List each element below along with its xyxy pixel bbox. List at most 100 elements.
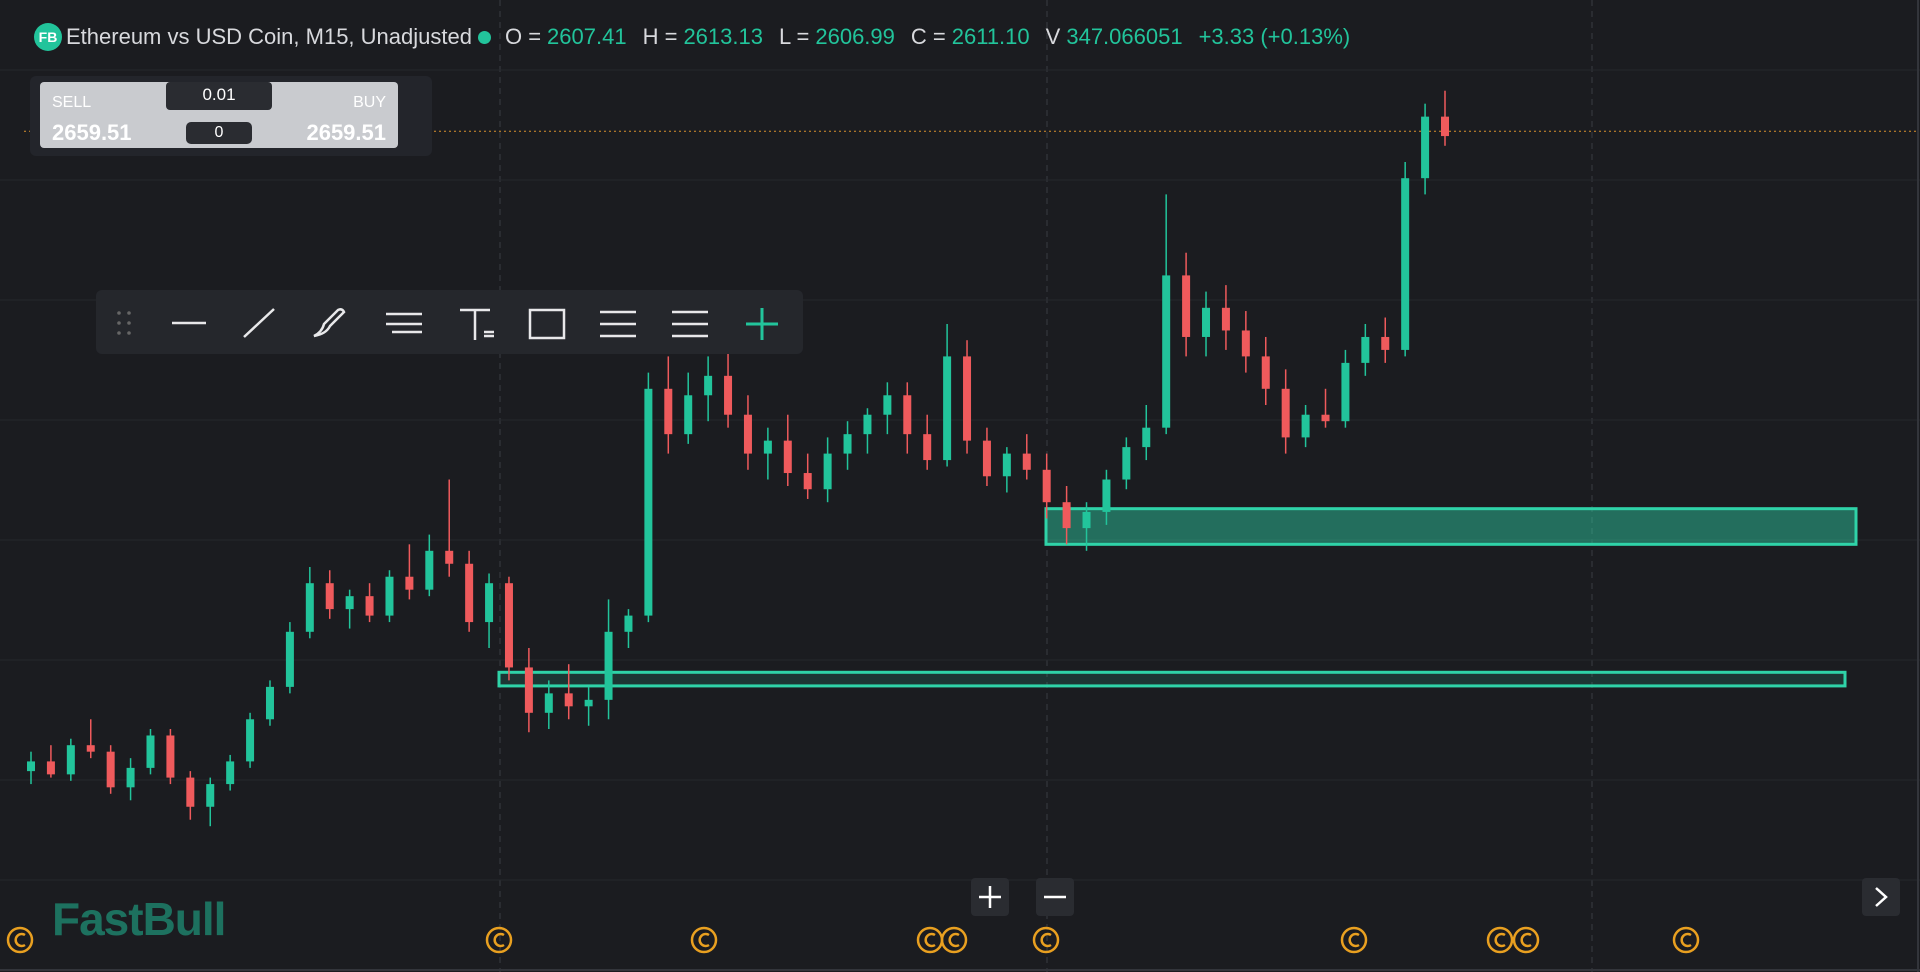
event-marker-glyph bbox=[1040, 932, 1052, 948]
candle-body bbox=[863, 414, 872, 435]
drag-dot bbox=[127, 321, 131, 325]
candle-body bbox=[823, 453, 832, 490]
candle-body bbox=[186, 777, 195, 807]
candle-body bbox=[46, 761, 55, 775]
zone bbox=[497, 670, 1847, 688]
event-marker[interactable] bbox=[1340, 926, 1368, 954]
crosshair-tool[interactable] bbox=[746, 308, 778, 340]
ohlc-value: 347.066051 bbox=[1066, 24, 1183, 49]
position: 0 bbox=[186, 122, 252, 144]
event-marker[interactable] bbox=[1032, 926, 1060, 954]
candle-body bbox=[1162, 275, 1171, 428]
candle-body bbox=[743, 414, 752, 454]
event-marker[interactable] bbox=[690, 926, 718, 954]
candle-body bbox=[564, 693, 573, 707]
ohlc-label: H = bbox=[642, 24, 678, 49]
candle-body bbox=[345, 596, 354, 610]
candle-body bbox=[385, 576, 394, 616]
drawing-toolbar bbox=[96, 290, 803, 354]
candle-body bbox=[1341, 362, 1350, 422]
ohlc-value: 2607.41 bbox=[547, 24, 627, 49]
event-marker[interactable] bbox=[940, 926, 968, 954]
event-marker[interactable] bbox=[1672, 926, 1700, 954]
candle-body bbox=[584, 699, 593, 707]
event-marker[interactable] bbox=[1512, 926, 1540, 954]
candle-body bbox=[1182, 275, 1191, 337]
event-marker[interactable] bbox=[485, 926, 513, 954]
candle-body bbox=[504, 583, 513, 668]
event-marker[interactable] bbox=[1486, 926, 1514, 954]
event-marker[interactable] bbox=[916, 926, 944, 954]
candle-body bbox=[1441, 116, 1449, 137]
candle-body bbox=[664, 388, 673, 435]
draw-tool[interactable] bbox=[600, 310, 636, 338]
drag-dot bbox=[117, 311, 121, 315]
candle-body bbox=[465, 563, 474, 623]
ohlc-value: 2606.99 bbox=[815, 24, 895, 49]
drag-dot bbox=[127, 311, 131, 315]
candle-body bbox=[265, 686, 274, 720]
candle-body bbox=[1002, 453, 1011, 477]
candle-body bbox=[1421, 116, 1430, 179]
ohlc-value: 2613.13 bbox=[683, 24, 763, 49]
drag-dot bbox=[117, 331, 121, 335]
event-marker[interactable] bbox=[6, 926, 34, 954]
candle-body bbox=[704, 375, 713, 396]
candle-body bbox=[1102, 479, 1111, 512]
draw-tool[interactable] bbox=[460, 308, 494, 340]
candle-body bbox=[1241, 330, 1250, 357]
candle-body bbox=[644, 388, 653, 616]
candle-body bbox=[27, 761, 35, 772]
draw-tool[interactable] bbox=[386, 312, 422, 334]
candle-body bbox=[166, 735, 175, 778]
draw-tool[interactable] bbox=[313, 308, 346, 338]
draw-tool[interactable] bbox=[528, 308, 566, 340]
sell-label[interactable]: SELL bbox=[52, 94, 92, 111]
buy-label[interactable]: BUY bbox=[353, 94, 386, 111]
draw-tool[interactable] bbox=[672, 310, 708, 338]
candle-body bbox=[1062, 502, 1071, 529]
candle-body bbox=[485, 583, 494, 623]
candle-body bbox=[1022, 453, 1031, 470]
candle-body bbox=[1361, 336, 1370, 363]
change: +3.33 (+0.13%) bbox=[1198, 24, 1351, 49]
drag-dot bbox=[127, 331, 131, 335]
candle-body bbox=[1321, 414, 1330, 422]
draw-tool[interactable] bbox=[243, 308, 275, 338]
trade-panel: SELL 2659.51 BUY 2659.51 0.01 0 bbox=[30, 76, 432, 156]
candle-body bbox=[425, 550, 434, 590]
candle-body bbox=[624, 615, 633, 632]
candle-body bbox=[66, 745, 75, 775]
lot-size[interactable]: 0.01 bbox=[166, 82, 272, 110]
candle-body bbox=[86, 745, 95, 752]
trade-box: SELL 2659.51 BUY 2659.51 0.01 0 bbox=[40, 82, 398, 148]
candle-body bbox=[903, 395, 912, 435]
event-marker-glyph bbox=[14, 932, 26, 948]
buy-price[interactable]: 2659.51 bbox=[306, 120, 386, 145]
candle-body bbox=[1301, 414, 1310, 438]
scroll-button[interactable] bbox=[1862, 878, 1900, 916]
candle-body bbox=[206, 784, 215, 807]
candle-body bbox=[226, 761, 235, 785]
candle-body bbox=[544, 693, 553, 713]
candle-body bbox=[305, 583, 314, 632]
candle-body bbox=[146, 735, 155, 768]
sell-price[interactable]: 2659.51 bbox=[52, 120, 132, 145]
event-marker-glyph bbox=[1348, 932, 1360, 948]
ohlc-label: L = bbox=[778, 24, 810, 49]
watermark: FastBull bbox=[52, 893, 226, 945]
candle-body bbox=[106, 751, 115, 788]
candle-body bbox=[883, 395, 892, 415]
lot-value: 0.01 bbox=[202, 85, 236, 104]
event-marker-glyph bbox=[493, 932, 505, 948]
candle-body bbox=[325, 583, 334, 610]
candle-body bbox=[604, 631, 613, 700]
candle-body bbox=[365, 596, 374, 616]
event-marker-glyph bbox=[924, 932, 936, 948]
symbol-header: FB Ethereum vs USD Coin, M15, Unadjusted… bbox=[34, 20, 1350, 54]
candle-body bbox=[1221, 307, 1230, 331]
candle-body bbox=[445, 550, 454, 564]
event-marker-glyph bbox=[948, 932, 960, 948]
